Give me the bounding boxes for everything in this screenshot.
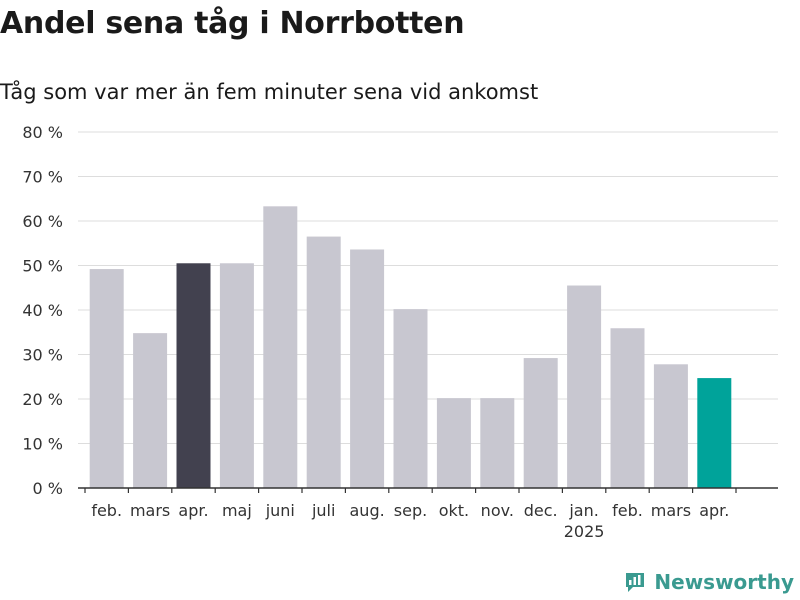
y-tick-label: 70 % bbox=[22, 168, 63, 187]
x-tick-label: okt. bbox=[439, 501, 469, 520]
y-axis-ticks: 0 % 10 % 20 % 30 % 40 % 50 % 60 % 70 % 80 % bbox=[22, 123, 63, 498]
x-tick-label: juli bbox=[311, 501, 335, 520]
y-tick-label: 50 % bbox=[22, 257, 63, 276]
bar bbox=[133, 333, 168, 488]
bar bbox=[697, 378, 732, 488]
bar bbox=[306, 236, 341, 488]
bar bbox=[523, 358, 558, 488]
bar bbox=[653, 364, 688, 488]
bar bbox=[89, 269, 124, 488]
newsworthy-logo: Newsworthy bbox=[624, 570, 794, 594]
bar bbox=[436, 398, 471, 488]
x-axis bbox=[78, 487, 778, 493]
y-tick-label: 60 % bbox=[22, 212, 63, 231]
x-tick-label: aug. bbox=[350, 501, 385, 520]
bar bbox=[610, 328, 645, 488]
bar bbox=[176, 263, 211, 488]
bars bbox=[89, 206, 732, 488]
y-tick-label: 0 % bbox=[33, 479, 63, 498]
chart-subtitle: Tåg som var mer än fem minuter sena vid … bbox=[0, 80, 539, 104]
x-tick-label: sep. bbox=[394, 501, 427, 520]
logo-text: Newsworthy bbox=[654, 570, 794, 594]
x-tick-label: apr. bbox=[178, 501, 208, 520]
bar bbox=[350, 249, 385, 488]
x-tick-year-label: 2025 bbox=[564, 522, 605, 541]
x-tick-label: nov. bbox=[481, 501, 514, 520]
x-tick-label: feb. bbox=[612, 501, 643, 520]
x-tick-label: jan. bbox=[568, 501, 598, 520]
x-tick-label: feb. bbox=[91, 501, 122, 520]
y-tick-label: 80 % bbox=[22, 123, 63, 142]
chart-title: Andel sena tåg i Norrbotten bbox=[0, 6, 465, 41]
x-tick-label: mars bbox=[651, 501, 691, 520]
y-tick-label: 30 % bbox=[22, 346, 63, 365]
newsworthy-chart-icon bbox=[626, 573, 645, 592]
y-tick-label: 20 % bbox=[22, 390, 63, 409]
x-tick-label: juni bbox=[265, 501, 295, 520]
x-tick-label: mars bbox=[130, 501, 170, 520]
bar bbox=[480, 398, 515, 488]
y-tick-label: 10 % bbox=[22, 435, 63, 454]
bar bbox=[219, 263, 254, 488]
x-tick-label: apr. bbox=[699, 501, 729, 520]
bar bbox=[567, 285, 602, 488]
x-tick-label: dec. bbox=[524, 501, 558, 520]
x-axis-ticks: feb. mars apr. maj juni juli aug. sep. okt. nov. d… bbox=[91, 501, 729, 541]
bar bbox=[393, 309, 428, 488]
y-tick-label: 40 % bbox=[22, 301, 63, 320]
bar bbox=[263, 206, 298, 488]
x-tick-label: maj bbox=[222, 501, 252, 520]
